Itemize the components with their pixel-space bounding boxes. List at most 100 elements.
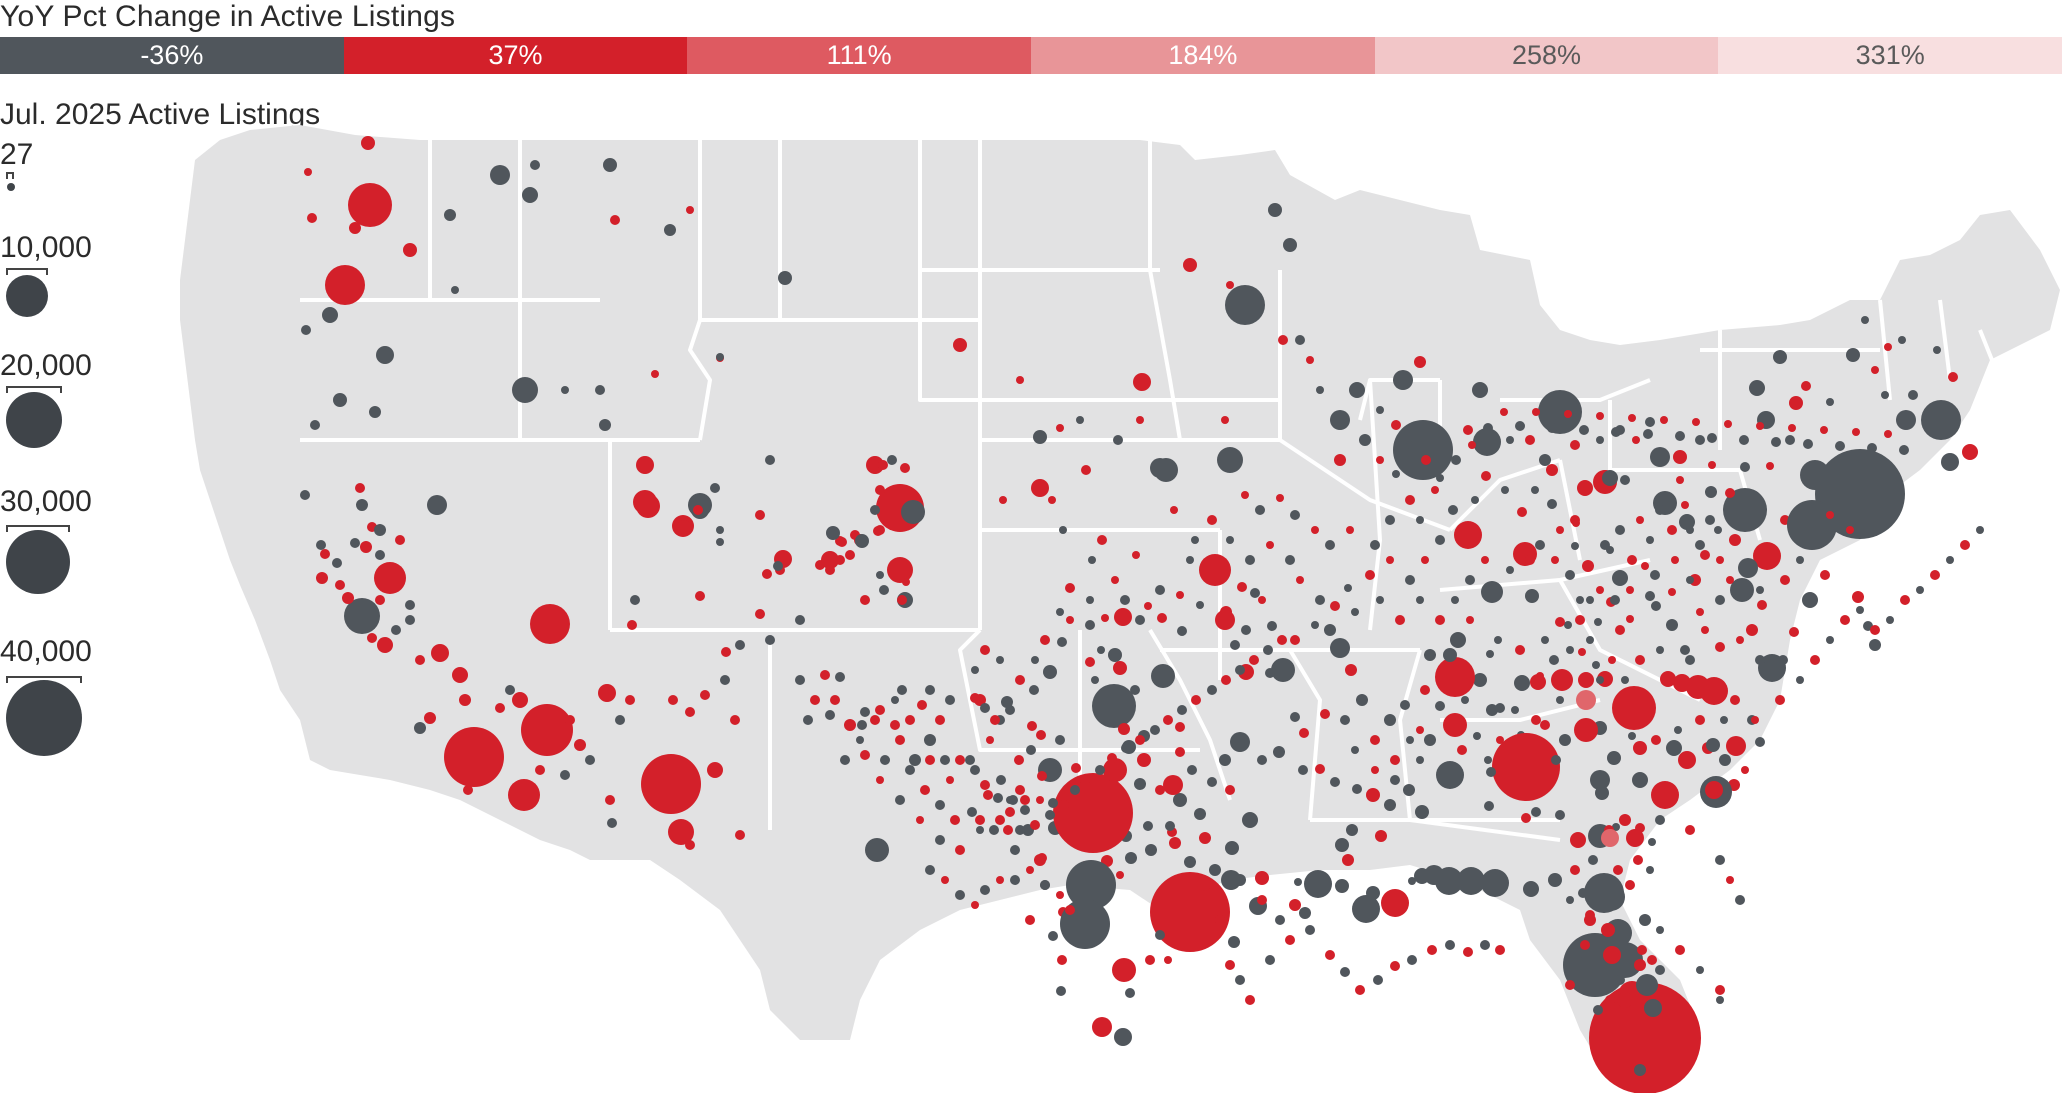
city-marker xyxy=(1463,425,1473,435)
city-marker xyxy=(1525,435,1535,445)
city-marker xyxy=(1335,879,1349,893)
city-marker xyxy=(1278,335,1288,345)
city-marker xyxy=(1359,434,1371,446)
city-marker xyxy=(1515,421,1525,431)
city-marker xyxy=(1651,735,1661,745)
city-marker xyxy=(1406,441,1414,449)
city-marker xyxy=(1556,696,1564,704)
city-marker xyxy=(1020,795,1030,805)
city-marker xyxy=(1715,855,1725,865)
city-marker xyxy=(1521,813,1531,823)
city-marker xyxy=(1749,380,1765,396)
city-marker xyxy=(607,818,617,828)
city-marker xyxy=(1187,765,1197,775)
city-marker xyxy=(1457,867,1485,895)
city-marker xyxy=(444,209,456,221)
city-marker xyxy=(1586,636,1594,644)
city-marker xyxy=(891,696,899,704)
city-marker xyxy=(1660,671,1676,687)
city-marker xyxy=(1471,496,1479,504)
city-marker xyxy=(1056,891,1064,899)
city-marker xyxy=(1933,346,1941,354)
city-marker xyxy=(1366,788,1380,802)
city-marker xyxy=(1014,755,1024,765)
city-marker xyxy=(310,420,320,430)
city-marker xyxy=(1196,601,1204,609)
city-marker xyxy=(1586,596,1594,604)
city-marker xyxy=(605,795,615,805)
city-marker xyxy=(1346,526,1354,534)
city-marker xyxy=(1027,721,1037,731)
city-marker xyxy=(860,595,870,605)
city-marker xyxy=(1085,657,1095,667)
city-marker xyxy=(1116,871,1124,879)
city-marker xyxy=(1431,486,1439,494)
city-marker xyxy=(1026,866,1034,874)
city-marker xyxy=(1184,856,1196,868)
city-marker xyxy=(585,755,595,765)
city-marker xyxy=(1495,703,1505,713)
city-marker xyxy=(1215,915,1225,925)
city-marker xyxy=(980,645,990,655)
city-marker xyxy=(1716,996,1724,1004)
city-marker xyxy=(1706,738,1720,752)
city-marker xyxy=(1673,450,1687,464)
size-label-40000: 40,000 xyxy=(0,635,92,668)
city-marker xyxy=(1796,676,1804,684)
city-marker xyxy=(1590,770,1610,790)
city-marker xyxy=(1056,608,1064,616)
city-marker xyxy=(924,734,936,746)
city-marker xyxy=(1582,560,1594,572)
city-marker xyxy=(1150,725,1160,735)
state-border-18 xyxy=(958,628,1200,752)
city-marker xyxy=(970,693,980,703)
state-border-25 xyxy=(1288,648,1322,821)
city-marker xyxy=(996,775,1006,785)
city-marker xyxy=(1525,555,1535,565)
city-marker xyxy=(603,158,617,172)
city-marker xyxy=(1551,556,1559,564)
city-marker xyxy=(1674,726,1682,734)
city-marker xyxy=(630,595,640,605)
city-marker xyxy=(599,419,611,431)
city-marker xyxy=(1881,391,1889,399)
city-marker xyxy=(304,168,312,176)
city-marker xyxy=(1114,608,1132,626)
city-marker xyxy=(1580,940,1590,950)
city-marker xyxy=(875,485,885,495)
city-marker xyxy=(1234,874,1246,886)
city-marker xyxy=(1696,608,1704,616)
state-border-21 xyxy=(1368,379,1382,631)
city-marker xyxy=(1170,506,1178,514)
city-marker xyxy=(1656,926,1664,934)
city-marker xyxy=(1535,540,1545,550)
city-marker xyxy=(716,538,724,546)
city-marker xyxy=(986,736,994,744)
city-marker xyxy=(1820,570,1830,580)
city-marker xyxy=(1225,960,1235,970)
city-marker xyxy=(1405,575,1415,585)
city-marker xyxy=(1225,285,1265,325)
city-marker xyxy=(1607,830,1617,840)
city-marker xyxy=(1650,447,1670,467)
city-marker xyxy=(1103,758,1127,782)
city-marker xyxy=(1228,936,1240,948)
city-marker xyxy=(1596,586,1604,594)
city-marker xyxy=(1564,410,1572,418)
city-marker xyxy=(1723,488,1767,532)
color-bin-4: 184% xyxy=(1031,37,1375,74)
city-marker xyxy=(1155,785,1165,795)
city-marker xyxy=(1351,608,1359,616)
city-marker xyxy=(1221,675,1231,685)
city-marker xyxy=(1241,625,1251,635)
city-marker xyxy=(941,876,949,884)
city-marker xyxy=(1796,556,1804,564)
city-marker xyxy=(1295,335,1305,345)
city-marker xyxy=(1626,586,1634,594)
city-marker xyxy=(1304,870,1332,898)
city-marker xyxy=(1869,639,1881,651)
size-circle-20000 xyxy=(6,392,62,448)
city-marker xyxy=(1626,615,1634,623)
city-marker xyxy=(1036,730,1046,740)
city-marker xyxy=(1846,526,1854,534)
